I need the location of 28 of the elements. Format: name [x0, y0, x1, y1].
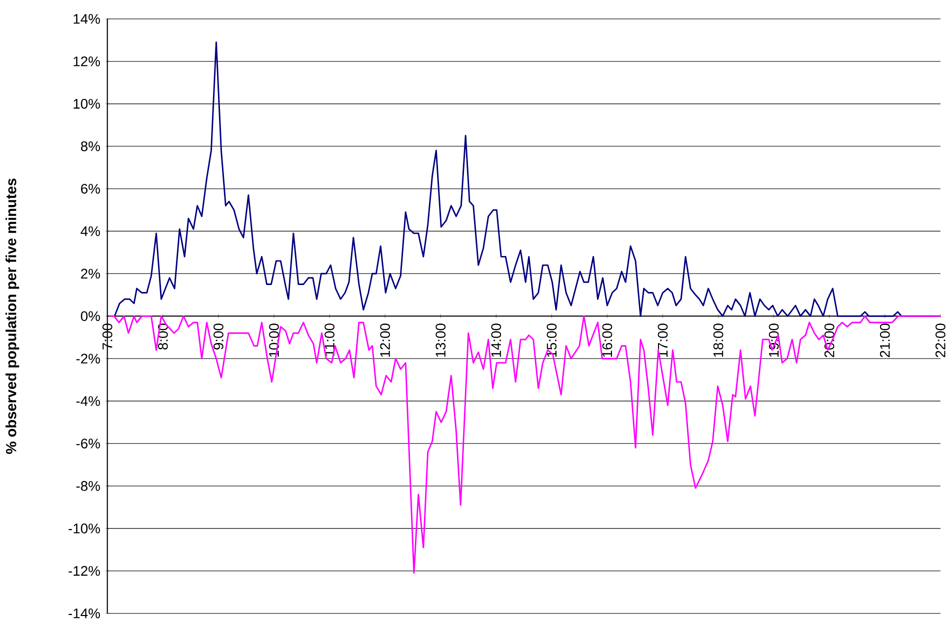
y-tick-label: -6% — [76, 438, 100, 448]
y-tick-label: -4% — [76, 396, 100, 406]
y-tick-label: 8% — [80, 141, 100, 152]
x-tick-label: 16:00 — [602, 323, 612, 357]
y-tick-label: -2% — [76, 354, 100, 364]
y-axis-title: % observed population per five minutes — [6, 178, 20, 454]
x-tick-label: 13:00 — [436, 323, 446, 357]
x-tick-label: 14:00 — [491, 323, 502, 357]
y-tick-label: 6% — [81, 184, 100, 194]
y-tick-label: -10% — [68, 523, 100, 534]
y-tick-label: 0% — [80, 311, 100, 321]
y-tick-label: -8% — [76, 480, 100, 491]
x-tick-label: 21:00 — [880, 323, 890, 357]
x-tick-label: 17:00 — [658, 323, 668, 357]
x-tick-label: 9:00 — [214, 323, 224, 350]
y-tick-label: -12% — [68, 566, 100, 576]
y-tick-label: 2% — [81, 268, 100, 278]
x-tick-label: 22:00 — [936, 323, 946, 357]
y-tick-label: 12% — [74, 56, 100, 66]
y-tick-label: 10% — [74, 98, 100, 109]
x-tick-label: 18:00 — [713, 323, 724, 357]
y-tick-label: 14% — [74, 14, 100, 24]
x-tick-label: 15:00 — [546, 323, 557, 357]
x-tick-label: 7:00 — [102, 323, 112, 350]
x-tick-label: 10:00 — [269, 323, 279, 357]
x-tick-label: 12:00 — [380, 323, 390, 357]
y-tick-label: 4% — [80, 226, 100, 236]
y-tick-label: -14% — [68, 608, 100, 618]
